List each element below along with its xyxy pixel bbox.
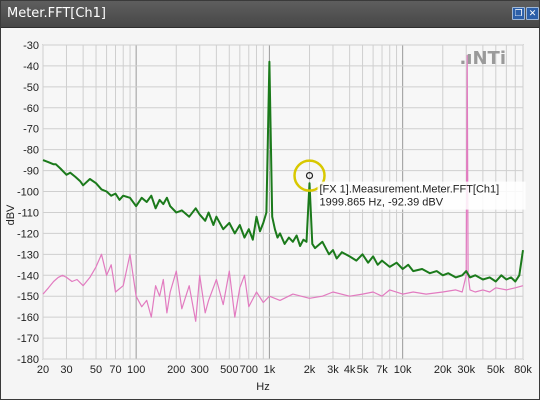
title-bar[interactable]: Meter.FFT[Ch1] ❐ ✕ (1, 1, 539, 28)
x-tick-label: 80k (514, 364, 532, 376)
x-axis: 20 30 50 70 100 200 300 500 700 1k 2k 3k 4k 5k 7k 10k 20… (37, 364, 532, 376)
y-tick-label: -130 (17, 249, 39, 261)
y-tick-label: -140 (17, 270, 39, 282)
x-tick-label: 700 (240, 364, 258, 376)
y-tick-label: -180 (17, 354, 39, 366)
cursor-marker-ring[interactable] (293, 159, 326, 192)
y-tick-label: -30 (23, 40, 39, 52)
x-tick-label: 10k (394, 364, 412, 376)
y-tick-label: -160 (17, 312, 39, 324)
x-tick-label: 200 (167, 364, 185, 376)
x-tick-label: 50 (90, 364, 102, 376)
y-tick-label: -40 (23, 61, 39, 73)
x-axis-label: Hz (256, 381, 269, 393)
y-axis: -30 -40 -50 -60 -70 -80 -90 -100 -110 -120 -130 -14… (17, 40, 39, 366)
series-reference-pink (42, 54, 524, 322)
close-button[interactable]: ✕ (526, 7, 539, 20)
x-tick-label: 2k (304, 364, 316, 376)
fft-chart[interactable]: -30 -40 -50 -60 -70 -80 -90 -100 -110 -120 -130 -14… (1, 27, 539, 399)
series-ch1-green (42, 60, 524, 283)
x-tick-label: 300 (191, 364, 209, 376)
y-tick-label: -80 (23, 145, 39, 157)
y-tick-label: -150 (17, 291, 39, 303)
plot-area (42, 54, 524, 322)
x-tick-label: 20 (37, 364, 49, 376)
x-tick-label: 5k (357, 364, 369, 376)
cursor-marker-point (305, 172, 314, 180)
x-tick-label: 1k (264, 364, 276, 376)
nti-logo: .ıNTi (459, 48, 506, 69)
y-tick-label: -100 (17, 187, 39, 199)
x-tick-label: 7k (376, 364, 388, 376)
x-tick-label: 30k (457, 364, 475, 376)
y-axis-label: dBV (5, 204, 17, 225)
y-tick-label: -70 (23, 124, 39, 136)
x-tick-label: 30 (60, 364, 72, 376)
y-tick-label: -120 (17, 228, 39, 240)
x-tick-label: 4k (344, 364, 356, 376)
annotation-source: [FX 1].Measurement.Meter.FFT[Ch1] (320, 184, 500, 196)
x-tick-label: 20k (434, 364, 452, 376)
annotation-value: 1999.865 Hz, -92.39 dBV (320, 197, 444, 209)
window-title: Meter.FFT[Ch1] (7, 6, 106, 21)
y-tick-label: -110 (18, 207, 39, 219)
annotation-box (317, 181, 526, 210)
x-tick-label: 100 (127, 364, 145, 376)
x-tick-label: 500 (220, 364, 238, 376)
cursor-annotation: [FX 1].Measurement.Meter.FFT[Ch1] 1999.8… (293, 159, 526, 210)
y-tick-label: -50 (23, 82, 39, 94)
x-tick-label: 70 (109, 364, 121, 376)
y-tick-label: -90 (23, 166, 39, 178)
restore-button[interactable]: ❐ (512, 7, 525, 20)
y-tick-label: -170 (17, 333, 39, 345)
y-tick-label: -60 (23, 103, 39, 115)
x-tick-label: 50k (487, 364, 505, 376)
x-tick-label: 3k (327, 364, 339, 376)
